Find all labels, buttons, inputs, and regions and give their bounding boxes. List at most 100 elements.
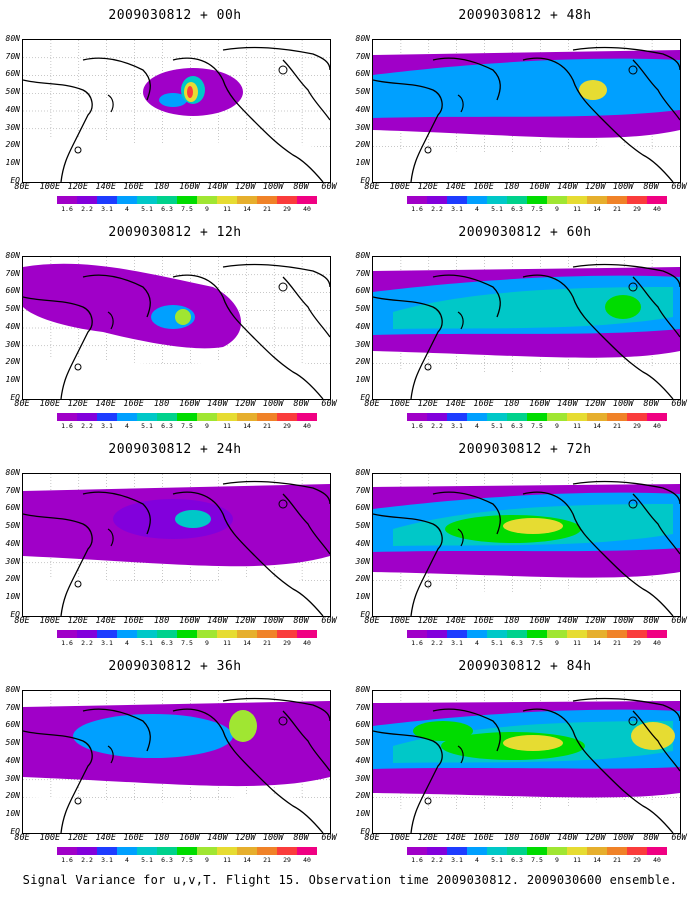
colorbar-swatch — [217, 196, 237, 204]
colorbar-swatch — [177, 413, 197, 421]
longitude-label: 140E — [445, 616, 466, 626]
colorbar-swatch — [587, 630, 607, 638]
latitude-label: 60N — [355, 69, 370, 79]
colorbar-swatch — [57, 847, 77, 855]
colorbar-level-label: 1.6 — [411, 856, 423, 864]
latitude-label: 20N — [5, 574, 20, 584]
colorbar-swatch — [117, 847, 137, 855]
figure-caption: Signal Variance for u,v,T. Flight 15. Ob… — [22, 873, 678, 887]
latitude-label: 30N — [5, 339, 20, 349]
panel-title: 2009030812 + 48h — [458, 8, 592, 23]
colorbar-level-label: 14 — [243, 422, 251, 430]
latitude-label: 40N — [355, 755, 370, 765]
latitude-label: EQ — [360, 826, 370, 836]
latitude-label: 20N — [355, 574, 370, 584]
colorbar-labels: 1.6 2.2 3.1 4 5.1 6.3 7.5 9 11 14 21 29 40 — [407, 856, 667, 865]
colorbar-swatch — [587, 196, 607, 204]
colorbar-swatch — [57, 630, 77, 638]
longitude-label: 120W — [585, 616, 606, 626]
colorbar-labels: 1.6 2.2 3.1 4 5.1 6.3 7.5 9 11 14 21 29 40 — [407, 205, 667, 214]
colorbar-swatch — [217, 630, 237, 638]
longitude-label: 140E — [95, 616, 116, 626]
variance-map — [372, 690, 681, 834]
colorbar-level-label: 9 — [205, 205, 209, 213]
colorbar-level-label: 2.2 — [81, 422, 93, 430]
latitude-label: 40N — [355, 538, 370, 548]
latitude-label: 30N — [355, 339, 370, 349]
longitude-label: 80W — [643, 616, 659, 626]
longitude-label: 180 — [503, 182, 520, 192]
colorbar-swatch — [427, 630, 447, 638]
colorbar-level-label: 40 — [303, 639, 311, 647]
colorbar — [57, 196, 317, 204]
longitude-label: 100E — [389, 182, 411, 192]
colorbar-swatch — [177, 630, 197, 638]
colorbar-swatch — [447, 847, 467, 855]
colorbar-labels: 1.6 2.2 3.1 4 5.1 6.3 7.5 9 11 14 21 29 40 — [57, 205, 317, 214]
longitude-label: 100W — [612, 399, 634, 409]
colorbar-level-label: 11 — [223, 205, 231, 213]
colorbar-swatch — [157, 630, 177, 638]
colorbar-level-label: 40 — [653, 639, 661, 647]
latitude-label: 10N — [355, 157, 370, 167]
colorbar-swatch — [407, 630, 427, 638]
longitude-label: 120W — [235, 182, 256, 192]
colorbar-level-label: 5.1 — [141, 422, 153, 430]
colorbar-level-label: 29 — [633, 205, 641, 213]
colorbar-level-label: 1.6 — [411, 205, 423, 213]
longitude-label: 120W — [235, 616, 256, 626]
colorbar-level-label: 21 — [613, 422, 621, 430]
longitude-label: 60W — [671, 616, 687, 626]
colorbar-level-label: 7.5 — [531, 205, 543, 213]
colorbar-swatch — [647, 413, 667, 421]
longitude-label: 80W — [293, 182, 309, 192]
latitude-label: 50N — [355, 738, 370, 748]
longitude-label: 180 — [153, 399, 170, 409]
colorbar-level-label: 6.3 — [511, 422, 523, 430]
longitude-label: 140E — [445, 399, 466, 409]
colorbar-swatch — [567, 630, 587, 638]
colorbar-level-label: 21 — [613, 205, 621, 213]
latitude-label: 70N — [5, 485, 20, 495]
latitude-label: 40N — [355, 104, 370, 114]
latitude-label: 60N — [355, 720, 370, 730]
colorbar-swatch — [257, 847, 277, 855]
colorbar-level-label: 3.1 — [101, 205, 113, 213]
colorbar-level-label: 14 — [593, 639, 601, 647]
colorbar-level-label: 40 — [303, 205, 311, 213]
colorbar-level-label: 4 — [475, 422, 479, 430]
latitude-label: 50N — [355, 87, 370, 97]
colorbar-level-label: 21 — [263, 205, 271, 213]
longitude-label: 120E — [417, 833, 439, 843]
longitude-label: 180 — [503, 616, 520, 626]
longitude-label: 160W — [529, 833, 550, 843]
colorbar-swatch — [567, 196, 587, 204]
longitude-label: 160W — [179, 616, 200, 626]
colorbar-level-label: 5.1 — [491, 422, 503, 430]
colorbar-swatch — [237, 847, 257, 855]
colorbar-level-label: 4 — [125, 856, 129, 864]
longitude-label: 80E — [364, 182, 380, 192]
colorbar-level-label: 2.2 — [81, 205, 93, 213]
colorbar-swatch — [487, 196, 507, 204]
longitude-label: 80W — [293, 616, 309, 626]
colorbar-swatch — [427, 847, 447, 855]
colorbar-level-label: 11 — [573, 856, 581, 864]
colorbar-level-label: 21 — [263, 856, 271, 864]
colorbar-level-label: 5.1 — [491, 205, 503, 213]
colorbar-swatch — [467, 196, 487, 204]
colorbar-swatch — [547, 630, 567, 638]
longitude-label: 140W — [207, 616, 228, 626]
latitude-label: 30N — [355, 556, 370, 566]
colorbar-labels: 1.6 2.2 3.1 4 5.1 6.3 7.5 9 11 14 21 29 40 — [57, 856, 317, 865]
latitude-label: EQ — [10, 609, 20, 619]
colorbar-swatch — [607, 847, 627, 855]
colorbar-level-label: 5.1 — [141, 205, 153, 213]
latitude-label: 70N — [355, 702, 370, 712]
colorbar-swatch — [97, 847, 117, 855]
longitude-label: 100W — [262, 833, 284, 843]
colorbar-swatch — [117, 630, 137, 638]
latitude-label: 70N — [355, 485, 370, 495]
longitude-label: 160W — [179, 182, 200, 192]
colorbar-level-label: 4 — [475, 639, 479, 647]
